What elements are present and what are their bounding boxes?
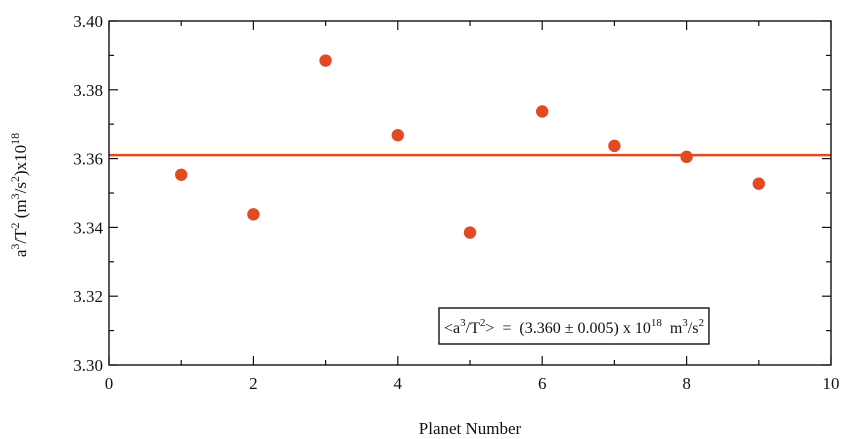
- data-points: [175, 54, 765, 239]
- data-point: [752, 177, 765, 190]
- text-part: /s: [11, 182, 30, 193]
- mean-annotation-box: <a3/T2> = (3.360 ± 0.005) x 1018 m3/s2: [438, 307, 710, 345]
- superscript: 2: [8, 176, 22, 182]
- superscript: 18: [651, 317, 663, 329]
- data-point: [247, 208, 260, 221]
- y-tick-label: 3.34: [73, 218, 103, 237]
- x-tick-label: 0: [105, 374, 114, 393]
- text-part: /T: [11, 228, 30, 244]
- text-part: )x10: [11, 145, 30, 176]
- text-part: a: [11, 249, 30, 257]
- x-tick-label: 2: [249, 374, 258, 393]
- data-point: [175, 168, 188, 181]
- superscript: 2: [480, 317, 486, 329]
- x-tick-label: 6: [538, 374, 547, 393]
- data-point: [536, 105, 549, 118]
- superscript: 3: [460, 317, 466, 329]
- superscript: 3: [682, 317, 688, 329]
- y-tick-label: 3.36: [73, 150, 103, 169]
- y-tick-label: 3.30: [73, 356, 103, 375]
- y-axis-title: a3/T2 (m3/s2)x1018: [8, 133, 30, 257]
- text-part: > = (3.360 ± 0.005) x 10: [485, 320, 650, 337]
- x-tick-label: 8: [682, 374, 691, 393]
- text-part: /s: [688, 320, 699, 337]
- x-axis-title: Planet Number: [419, 419, 522, 438]
- x-tick-label: 10: [823, 374, 840, 393]
- annotation-text: <a3/T2> = (3.360 ± 0.005) x 1018 m3/s2: [444, 317, 704, 337]
- superscript: 2: [698, 317, 704, 329]
- data-point: [391, 129, 404, 142]
- y-tick-label: 3.38: [73, 81, 103, 100]
- data-point: [608, 139, 621, 153]
- x-tick-labels: 0 2 4 6 8 10: [105, 374, 840, 393]
- superscript: 3: [8, 193, 22, 199]
- superscript: 18: [8, 133, 22, 145]
- plot-frame: [108, 20, 832, 366]
- y-tick-label: 3.32: [73, 287, 103, 306]
- text-part: /T: [466, 320, 480, 337]
- x-tick-label: 4: [394, 374, 403, 393]
- superscript: 3: [8, 244, 22, 250]
- text-part: (m: [11, 199, 30, 222]
- data-point: [680, 150, 693, 164]
- y-tick-label: 3.40: [73, 12, 103, 31]
- text-part: m: [662, 320, 683, 337]
- text-part: <a: [444, 320, 460, 337]
- data-point: [463, 226, 477, 239]
- y-tick-labels: 3.30 3.32 3.34 3.36 3.38 3.40: [73, 12, 103, 375]
- annotation-frame: [438, 307, 710, 345]
- data-point: [319, 54, 332, 67]
- superscript: 2: [8, 223, 22, 229]
